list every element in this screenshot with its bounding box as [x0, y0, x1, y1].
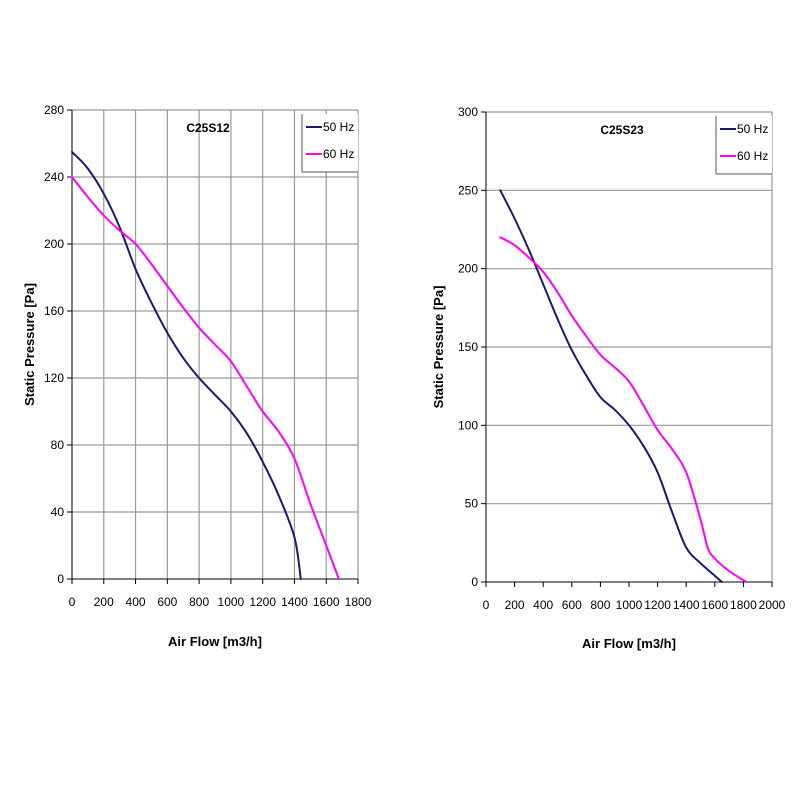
- x-tick-label: 1800: [345, 595, 372, 609]
- y-tick-label: 100: [458, 418, 478, 432]
- x-tick-label: 1400: [673, 598, 700, 612]
- legend-label: 50 Hz: [323, 120, 354, 134]
- legend-box: [716, 116, 772, 174]
- x-tick-label: 200: [94, 595, 114, 609]
- series-line-50-hz: [499, 189, 723, 583]
- x-tick-label: 600: [562, 598, 582, 612]
- x-tick-label: 1600: [701, 598, 728, 612]
- x-tick-label: 800: [590, 598, 610, 612]
- y-tick-label: 150: [458, 340, 478, 354]
- legend: 50 Hz 60 Hz: [715, 116, 772, 175]
- x-tick-label: 1600: [313, 595, 340, 609]
- series-line-60-hz: [499, 236, 748, 583]
- x-axis-title: Air Flow [m3/h]: [168, 634, 262, 649]
- y-tick-label: 80: [51, 438, 65, 452]
- x-tick-label: 0: [483, 598, 490, 612]
- x-tick-label: 1200: [249, 595, 276, 609]
- y-tick-label: 280: [44, 103, 64, 117]
- x-tick-label: 1400: [281, 595, 308, 609]
- y-axis-title: Static Pressure [Pa]: [431, 286, 446, 409]
- y-tick-label: 0: [57, 572, 64, 586]
- x-tick-label: 1200: [644, 598, 671, 612]
- x-tick-label: 400: [533, 598, 553, 612]
- y-tick-label: 200: [458, 262, 478, 276]
- y-axis-title: Static Pressure [Pa]: [22, 283, 37, 406]
- y-tick-label: 120: [44, 371, 64, 385]
- legend-box: [302, 114, 358, 172]
- x-axis-title: Air Flow [m3/h]: [582, 636, 676, 651]
- y-tick-label: 160: [44, 304, 64, 318]
- x-tick-label: 600: [157, 595, 177, 609]
- series-line-60-hz: [71, 176, 340, 580]
- y-tick-label: 240: [44, 170, 64, 184]
- series-line-50-hz: [71, 150, 302, 580]
- x-tick-label: 800: [189, 595, 209, 609]
- legend-label: 50 Hz: [737, 122, 768, 136]
- x-tick-label: 400: [126, 595, 146, 609]
- chart-title: C25S12: [186, 121, 230, 135]
- x-tick-label: 0: [69, 595, 76, 609]
- chart-title: C25S23: [600, 123, 644, 137]
- legend-label: 60 Hz: [737, 149, 768, 163]
- x-tick-label: 1000: [218, 595, 245, 609]
- y-tick-label: 50: [465, 497, 479, 511]
- y-tick-label: 250: [458, 183, 478, 197]
- y-tick-label: 200: [44, 237, 64, 251]
- x-tick-label: 1800: [730, 598, 757, 612]
- x-tick-label: 1000: [616, 598, 643, 612]
- x-tick-label: 2000: [759, 598, 786, 612]
- y-tick-label: 0: [471, 575, 478, 589]
- legend-label: 60 Hz: [323, 147, 354, 161]
- chart-c25s12: 0 40 80 120 160 200 240 280 0 200 400 600 800 1000 120…: [22, 103, 372, 649]
- y-tick-label: 300: [458, 105, 478, 119]
- legend: 50 Hz 60 Hz: [301, 114, 358, 173]
- y-tick-label: 40: [51, 505, 65, 519]
- x-tick-label: 200: [505, 598, 525, 612]
